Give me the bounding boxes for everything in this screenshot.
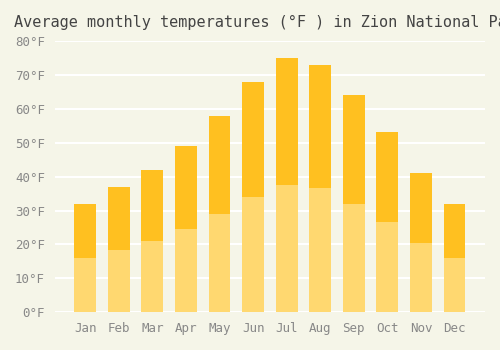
Bar [208, 116, 231, 312]
Bar [444, 204, 466, 312]
Bar [310, 188, 331, 312]
Bar [108, 250, 130, 312]
Bar [208, 116, 231, 214]
Bar [175, 146, 197, 229]
Bar [175, 229, 197, 312]
Bar [175, 146, 197, 312]
Bar [242, 197, 264, 312]
Bar [142, 170, 164, 241]
Bar [444, 204, 466, 258]
Bar [208, 214, 231, 312]
Bar [343, 95, 364, 312]
Bar [276, 58, 297, 312]
Bar [276, 58, 297, 185]
Bar [410, 173, 432, 243]
Bar [376, 133, 398, 312]
Bar [343, 95, 364, 204]
Bar [74, 204, 96, 312]
Bar [142, 241, 164, 312]
Bar [74, 204, 96, 258]
Bar [310, 65, 331, 312]
Title: Average monthly temperatures (°F ) in Zion National Park: Average monthly temperatures (°F ) in Zi… [14, 15, 500, 30]
Bar [410, 243, 432, 312]
Bar [410, 173, 432, 312]
Bar [276, 185, 297, 312]
Bar [376, 133, 398, 222]
Bar [108, 187, 130, 312]
Bar [142, 170, 164, 312]
Bar [242, 82, 264, 312]
Bar [376, 222, 398, 312]
Bar [242, 82, 264, 197]
Bar [310, 65, 331, 188]
Bar [108, 187, 130, 250]
Bar [74, 258, 96, 312]
Bar [343, 204, 364, 312]
Bar [444, 258, 466, 312]
